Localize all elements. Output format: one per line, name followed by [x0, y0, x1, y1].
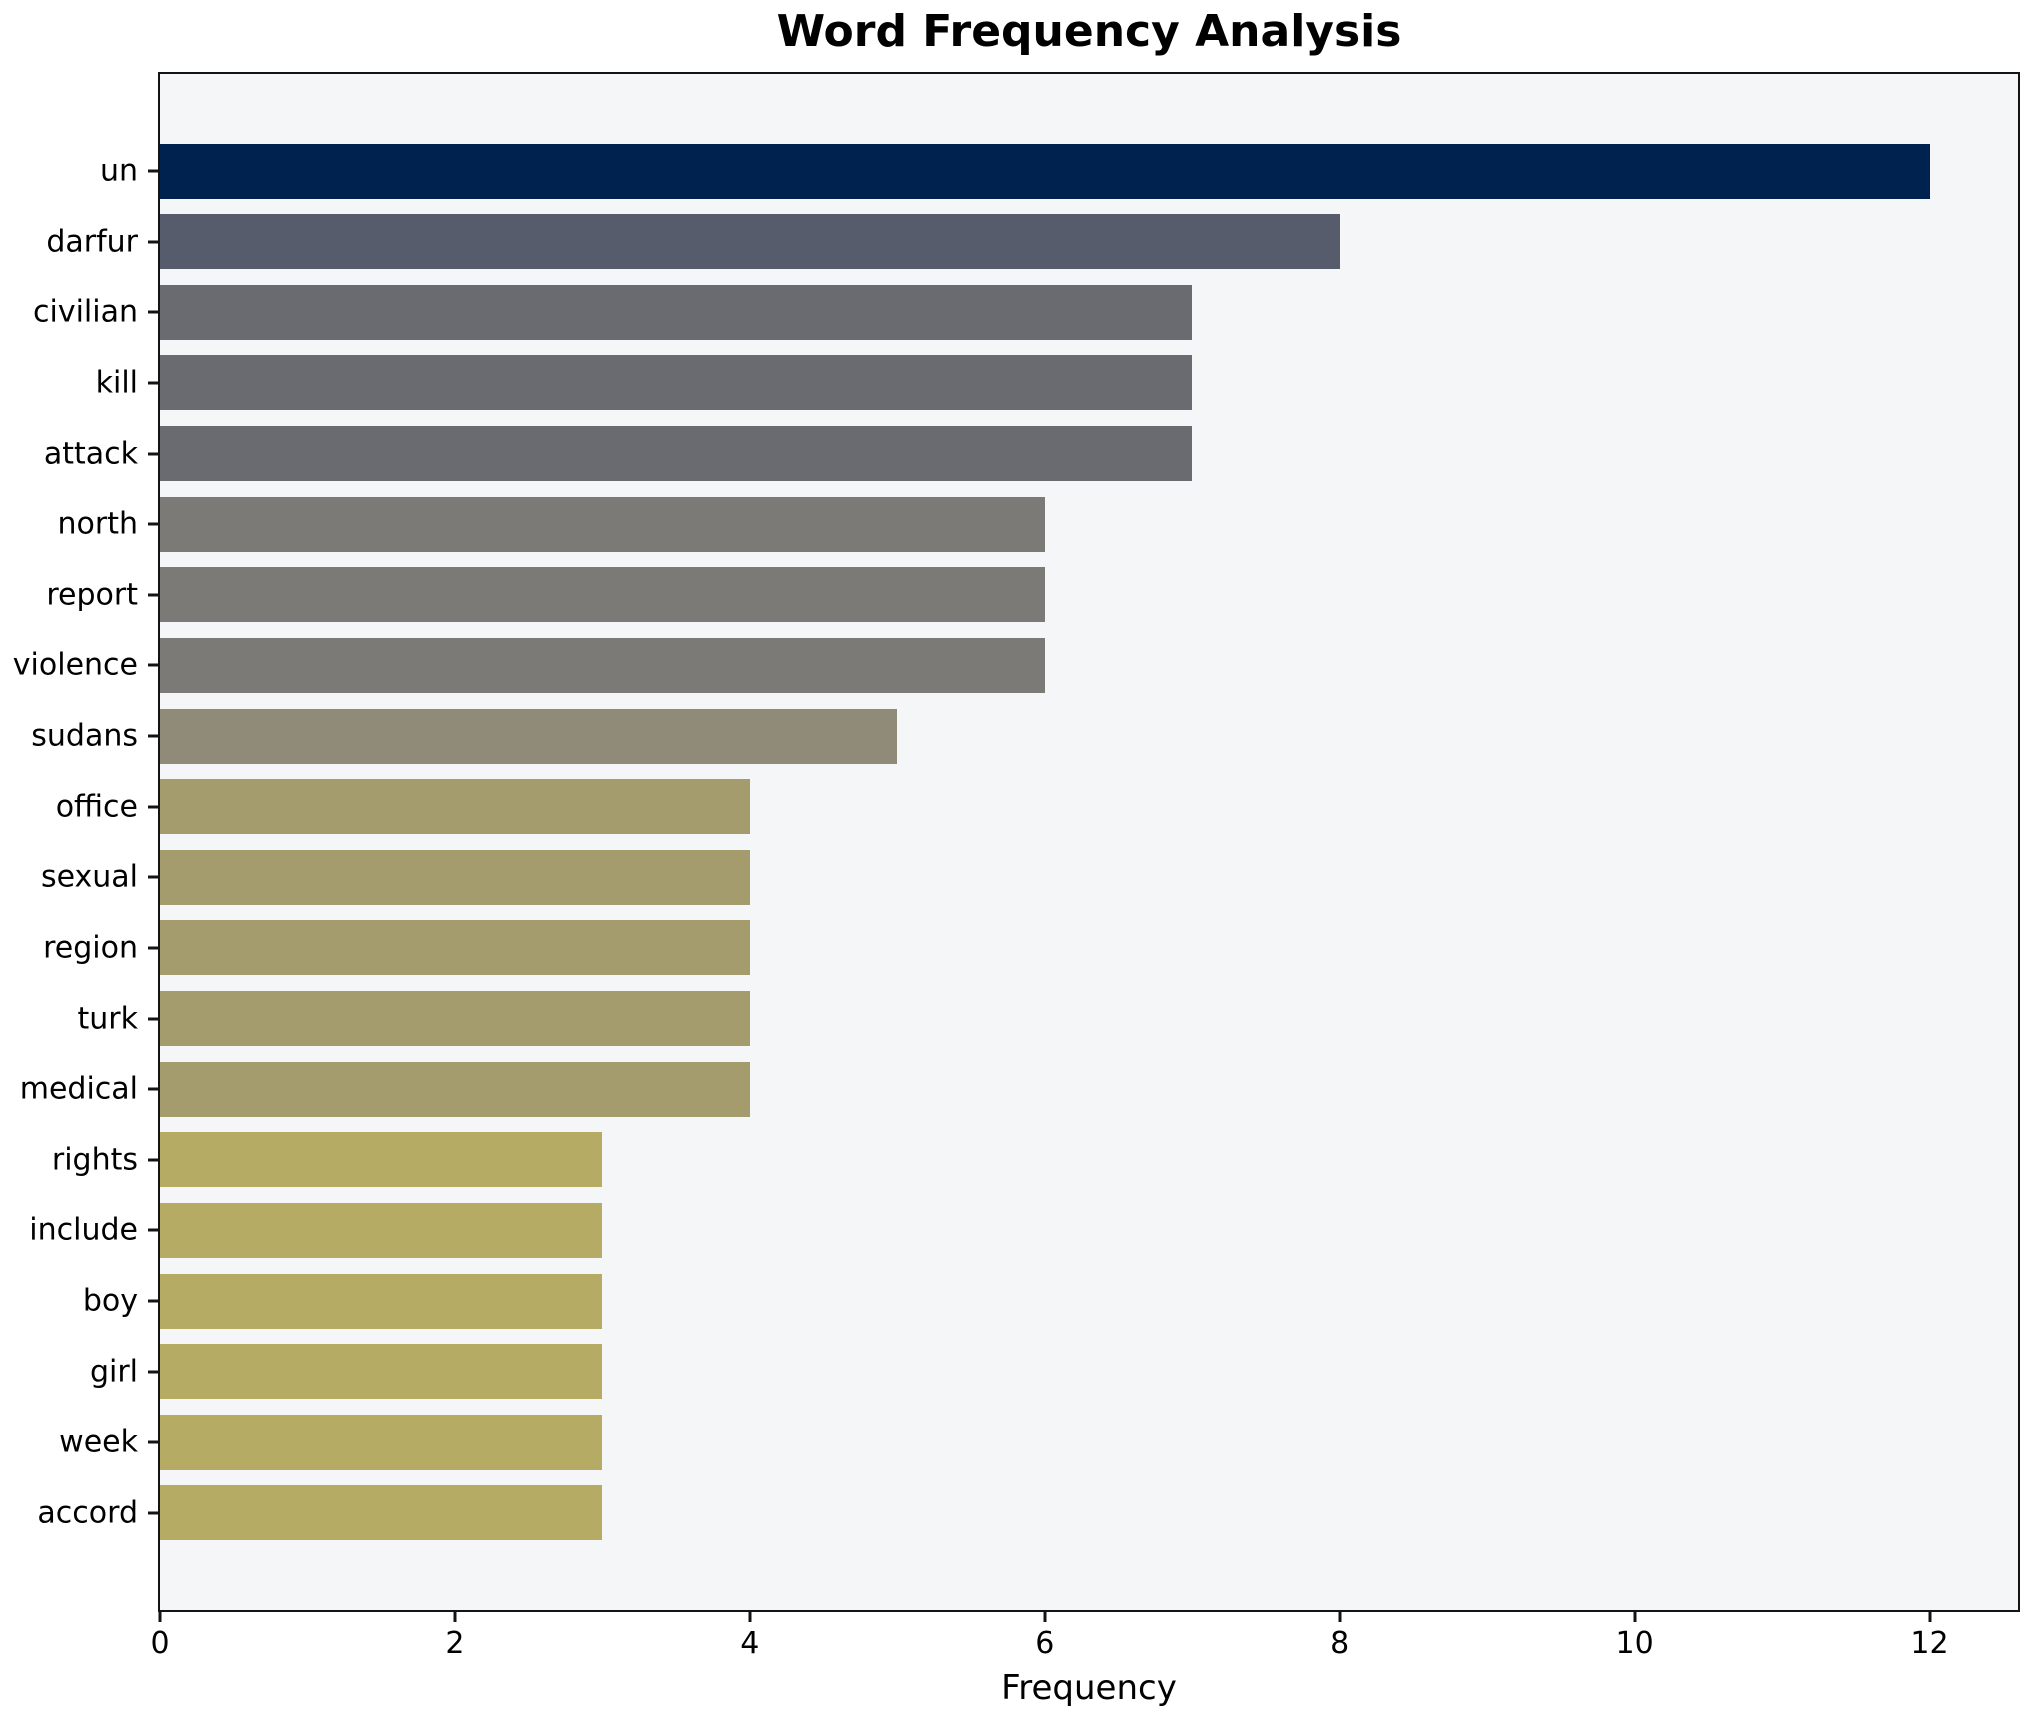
bar-row: darfur [46, 207, 2018, 277]
x-axis-tick-label: 4 [740, 1626, 760, 1661]
bar-row: boy [83, 1266, 2018, 1336]
y-axis-tick [148, 240, 160, 244]
y-axis-label: include [29, 1212, 138, 1248]
y-axis-tick [148, 452, 160, 455]
frequency-bar [160, 1273, 603, 1329]
x-axis-tick-label: 0 [150, 1626, 170, 1661]
y-axis-label: boy [82, 1283, 138, 1319]
chart-title: Word Frequency Analysis [776, 6, 1402, 57]
bars-container: un darfur civilian kill attack north report vio… [13, 136, 2018, 1548]
y-axis-tick [148, 381, 160, 385]
bar-row: medical [20, 1054, 2018, 1124]
frequency-bar [160, 1414, 603, 1470]
frequency-bar [160, 1344, 603, 1400]
bar-row: attack [44, 419, 2018, 489]
frequency-bar [160, 284, 1193, 340]
bar-row: rights [52, 1125, 2018, 1195]
frequency-bar [160, 1202, 603, 1258]
x-axis-tick [1633, 1610, 1637, 1622]
frequency-bar [160, 1061, 750, 1117]
y-axis-label: civilian [33, 294, 138, 330]
frequency-bar [160, 779, 750, 835]
x-axis-tick [1338, 1610, 1342, 1622]
plot-area: un darfur civilian kill attack north report vio… [13, 72, 2020, 1661]
bar-row: violence [13, 630, 2018, 700]
bar-row: sudans [31, 701, 2018, 771]
x-axis-tick-label: 10 [1615, 1626, 1654, 1661]
y-axis-label: girl [89, 1354, 138, 1390]
y-axis-tick [148, 1228, 160, 1232]
y-axis-label: sudans [31, 718, 138, 754]
bar-row: un [100, 136, 2018, 206]
y-axis-label: sexual [40, 859, 138, 895]
frequency-bar [160, 496, 1045, 552]
y-axis-tick [148, 310, 160, 314]
y-axis-tick [148, 1017, 160, 1020]
bar-row: civilian [33, 277, 2018, 347]
y-axis-tick [148, 734, 160, 738]
x-axis-tick-label: 6 [1035, 1626, 1055, 1661]
y-axis-label: accord [37, 1495, 138, 1531]
x-axis-title: Frequency [1001, 1668, 1177, 1708]
x-axis-tick [1043, 1610, 1047, 1622]
y-axis-tick [148, 1087, 160, 1091]
bar-row: report [46, 560, 2018, 630]
frequency-bar [160, 920, 750, 976]
y-axis-tick [148, 805, 160, 809]
y-axis-label: office [55, 789, 138, 825]
frequency-bar [160, 355, 1193, 411]
bar-row: include [29, 1195, 2018, 1265]
bar-row: turk [78, 984, 2018, 1054]
frequency-bar [160, 708, 898, 764]
y-axis-label: attack [43, 436, 138, 471]
frequency-bar [160, 1485, 603, 1541]
y-axis-label: medical [19, 1071, 138, 1107]
y-axis-tick [148, 1511, 160, 1515]
bar-row: girl [90, 1337, 2018, 1407]
y-axis-label: report [46, 577, 138, 613]
x-axis-tick [748, 1610, 752, 1622]
y-axis-label: darfur [46, 224, 138, 260]
y-axis-label: rights [51, 1142, 138, 1178]
y-axis-tick [148, 593, 160, 597]
y-axis-label: violence [12, 647, 138, 683]
frequency-bar [160, 637, 1045, 693]
bar-row: region [43, 913, 2018, 983]
frequency-bar [160, 426, 1193, 481]
y-axis-label: turk [77, 1001, 138, 1036]
y-axis-tick [148, 1158, 160, 1162]
y-axis-label: north [57, 506, 138, 542]
frequency-bar [160, 567, 1045, 623]
bar-row: sexual [41, 842, 2018, 912]
y-axis-label: un [99, 153, 138, 189]
y-axis-tick [148, 663, 160, 667]
frequency-bar [160, 214, 1340, 270]
y-axis-tick [148, 946, 160, 950]
y-axis-tick [148, 1440, 160, 1444]
y-axis-tick [148, 522, 160, 526]
y-axis-label: kill [95, 365, 138, 401]
x-axis-tick-label: 12 [1910, 1626, 1949, 1661]
frequency-bar [160, 1132, 603, 1188]
y-axis-label: week [59, 1424, 138, 1460]
bar-row: week [59, 1407, 2018, 1477]
bar-row: accord [37, 1478, 2018, 1548]
bar-row: office [56, 772, 2018, 842]
frequency-bar [160, 849, 750, 905]
x-axis-tick [158, 1610, 162, 1622]
y-axis-tick [148, 1299, 160, 1303]
x-axis-tick-label: 8 [1330, 1626, 1350, 1661]
x-axis-tick [453, 1610, 457, 1622]
x-axis-tick-label: 2 [445, 1626, 465, 1661]
x-axis-tick [1928, 1610, 1932, 1622]
y-axis-tick [148, 169, 160, 173]
y-axis-tick [148, 875, 160, 879]
y-axis-tick [148, 1370, 160, 1374]
bar-row: north [58, 489, 2018, 559]
y-axis-label: region [43, 930, 138, 966]
bar-row: kill [96, 348, 2018, 418]
frequency-bar [160, 143, 1930, 199]
frequency-bar [160, 991, 750, 1046]
